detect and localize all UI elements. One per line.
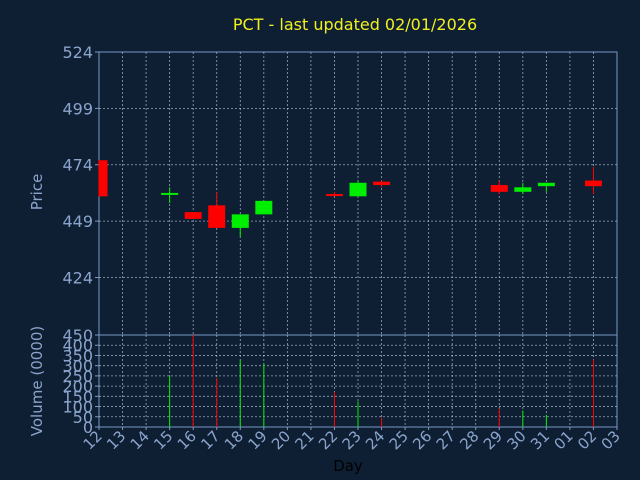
candle-body bbox=[231, 214, 249, 228]
volume-tick-label: 300 bbox=[62, 357, 93, 376]
volume-tick-label: 50 bbox=[73, 408, 93, 427]
price-tick-label: 524 bbox=[62, 43, 93, 62]
price-axis-label: Price bbox=[28, 174, 46, 211]
volume-tick-label: 350 bbox=[62, 346, 93, 365]
candle-body bbox=[349, 182, 367, 197]
candle-body bbox=[184, 212, 202, 219]
price-tick-label: 474 bbox=[62, 156, 93, 175]
candle-body bbox=[373, 181, 391, 186]
candle-body bbox=[537, 182, 555, 187]
volume-tick-label: 150 bbox=[62, 387, 93, 406]
candle-body bbox=[99, 160, 108, 197]
candle-body bbox=[208, 205, 226, 228]
price-tick-label: 449 bbox=[62, 212, 93, 231]
volume-tick-label: 200 bbox=[62, 377, 93, 396]
volume-tick-label: 250 bbox=[62, 367, 93, 386]
price-tick-label: 499 bbox=[62, 99, 93, 118]
candle-body bbox=[584, 180, 602, 187]
candle-body bbox=[325, 194, 343, 197]
candle-body bbox=[255, 200, 273, 215]
x-axis-label: Day bbox=[333, 457, 363, 475]
candle-body bbox=[514, 187, 532, 192]
volume-tick-label: 100 bbox=[62, 398, 93, 417]
volume-tick-label: 0 bbox=[83, 418, 93, 437]
x-axis: 1213141516171819202122232425262728293031… bbox=[80, 427, 624, 453]
volume-axis-label: Volume (0000) bbox=[28, 326, 46, 436]
candle-body bbox=[161, 192, 179, 195]
candle-body bbox=[490, 185, 508, 192]
price-panel: 524 499 474 449 424 bbox=[62, 43, 618, 336]
chart-title: PCT - last updated 02/01/2026 bbox=[233, 15, 477, 34]
volume-tick-label: 400 bbox=[62, 336, 93, 355]
volume-tick-label: 450 bbox=[62, 326, 93, 345]
price-tick-label: 424 bbox=[62, 268, 93, 287]
